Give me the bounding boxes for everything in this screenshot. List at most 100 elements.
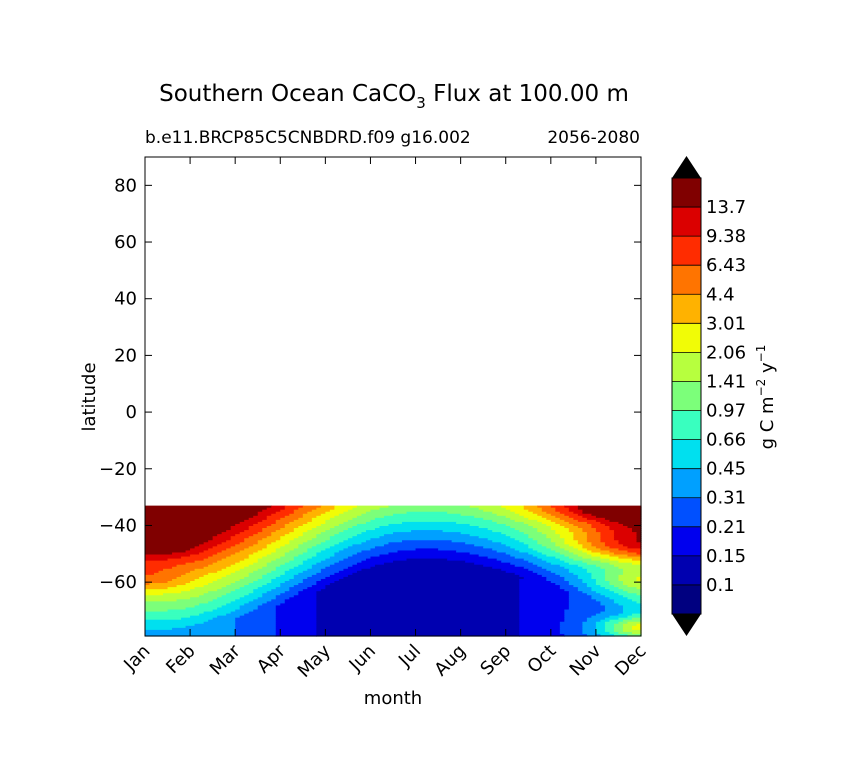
contour-cell — [383, 562, 475, 566]
contour-cell — [329, 538, 349, 541]
colorbar-segment — [672, 497, 701, 528]
contour-cell — [505, 544, 529, 547]
contour-cell — [352, 536, 381, 539]
contour-cell — [618, 617, 633, 621]
contour-cell — [591, 597, 611, 600]
contour-cell — [609, 589, 624, 592]
contour-cell — [325, 585, 520, 588]
contour-cell — [514, 548, 534, 552]
contour-cell — [519, 629, 561, 633]
contour-cell — [239, 560, 259, 564]
contour-cell — [600, 593, 620, 596]
contour-cell — [532, 511, 547, 515]
contour-cell — [262, 519, 277, 523]
contour-cell — [537, 556, 556, 560]
contour-cell — [325, 521, 344, 525]
contour-cell — [316, 599, 520, 602]
contour-cell — [564, 617, 588, 621]
contour-cell — [145, 564, 178, 568]
contour-cell — [613, 552, 638, 556]
contour-cell — [145, 611, 205, 615]
contour-cell — [568, 568, 588, 572]
contour-cell — [492, 511, 516, 515]
contour-cell — [208, 583, 232, 586]
contour-cell — [600, 560, 620, 564]
contour-cell — [541, 532, 556, 535]
contour-cell — [609, 519, 642, 523]
contour-cell — [280, 564, 299, 568]
contour-cell — [275, 511, 295, 515]
contour-cell — [586, 552, 602, 556]
contour-cell — [591, 525, 611, 529]
contour-cell — [442, 530, 493, 533]
contour-cell — [334, 572, 354, 576]
contour-cell — [564, 505, 579, 509]
contour-cell — [618, 521, 642, 525]
contour-cell — [275, 609, 317, 613]
contour-cell — [469, 534, 507, 537]
contour-cell — [262, 603, 281, 607]
contour-cell — [604, 629, 615, 633]
contour-cell — [235, 534, 254, 537]
contour-cell — [564, 611, 602, 615]
contour-cell — [208, 548, 227, 552]
contour-cell — [586, 562, 611, 566]
contour-cell — [316, 625, 520, 629]
contour-cell — [613, 534, 638, 537]
contour-cell — [568, 515, 583, 519]
contour-cell — [492, 540, 520, 543]
contour-cell — [145, 581, 169, 584]
contour-cell — [618, 578, 638, 582]
contour-cell — [568, 607, 606, 611]
contour-cell — [627, 633, 642, 637]
contour-cell — [316, 572, 335, 576]
contour-cell — [253, 552, 272, 556]
contour-cell — [546, 554, 565, 558]
contour-cell — [519, 574, 543, 578]
contour-cell — [519, 609, 565, 613]
contour-cell — [149, 583, 187, 586]
contour-cell — [519, 593, 570, 596]
contour-cell — [271, 534, 286, 537]
contour-cell — [338, 532, 363, 535]
contour-cell — [636, 623, 642, 627]
contour-cell — [393, 532, 462, 535]
contour-cell — [636, 578, 642, 582]
contour-cell — [145, 532, 223, 535]
contour-cell — [293, 576, 308, 580]
contour-cell — [289, 560, 304, 564]
contour-cell — [172, 627, 236, 631]
contour-cell — [289, 540, 308, 543]
contour-cell — [203, 585, 227, 588]
contour-cell — [145, 566, 173, 570]
contour-cell — [622, 619, 642, 623]
contour-cell — [559, 587, 579, 590]
contour-cell — [275, 587, 290, 590]
contour-cell — [325, 576, 344, 580]
contour-cell — [361, 513, 394, 517]
contour-cell — [591, 513, 642, 517]
contour-cell — [307, 540, 326, 543]
contour-cell — [591, 558, 611, 562]
contour-cell — [591, 615, 611, 619]
contour-cell — [595, 625, 606, 629]
contour-cell — [622, 629, 642, 633]
contour-cell — [248, 517, 268, 521]
x-tick-label: Jul — [394, 641, 425, 672]
contour-cell — [379, 536, 480, 539]
contour-cell — [145, 511, 259, 515]
contour-cell — [203, 566, 227, 570]
contour-cell — [568, 550, 583, 554]
contour-cell — [235, 544, 254, 547]
contour-cell — [600, 601, 615, 605]
contour-cell — [510, 525, 534, 529]
contour-cell — [289, 597, 317, 600]
y-tick-label: −20 — [99, 459, 137, 480]
contour-cell — [627, 621, 642, 625]
contour-cell — [600, 566, 620, 570]
contour-cell — [568, 570, 588, 574]
contour-cell — [262, 538, 281, 541]
contour-cell — [568, 509, 583, 513]
contour-cell — [248, 525, 268, 529]
contour-cell — [208, 619, 236, 623]
